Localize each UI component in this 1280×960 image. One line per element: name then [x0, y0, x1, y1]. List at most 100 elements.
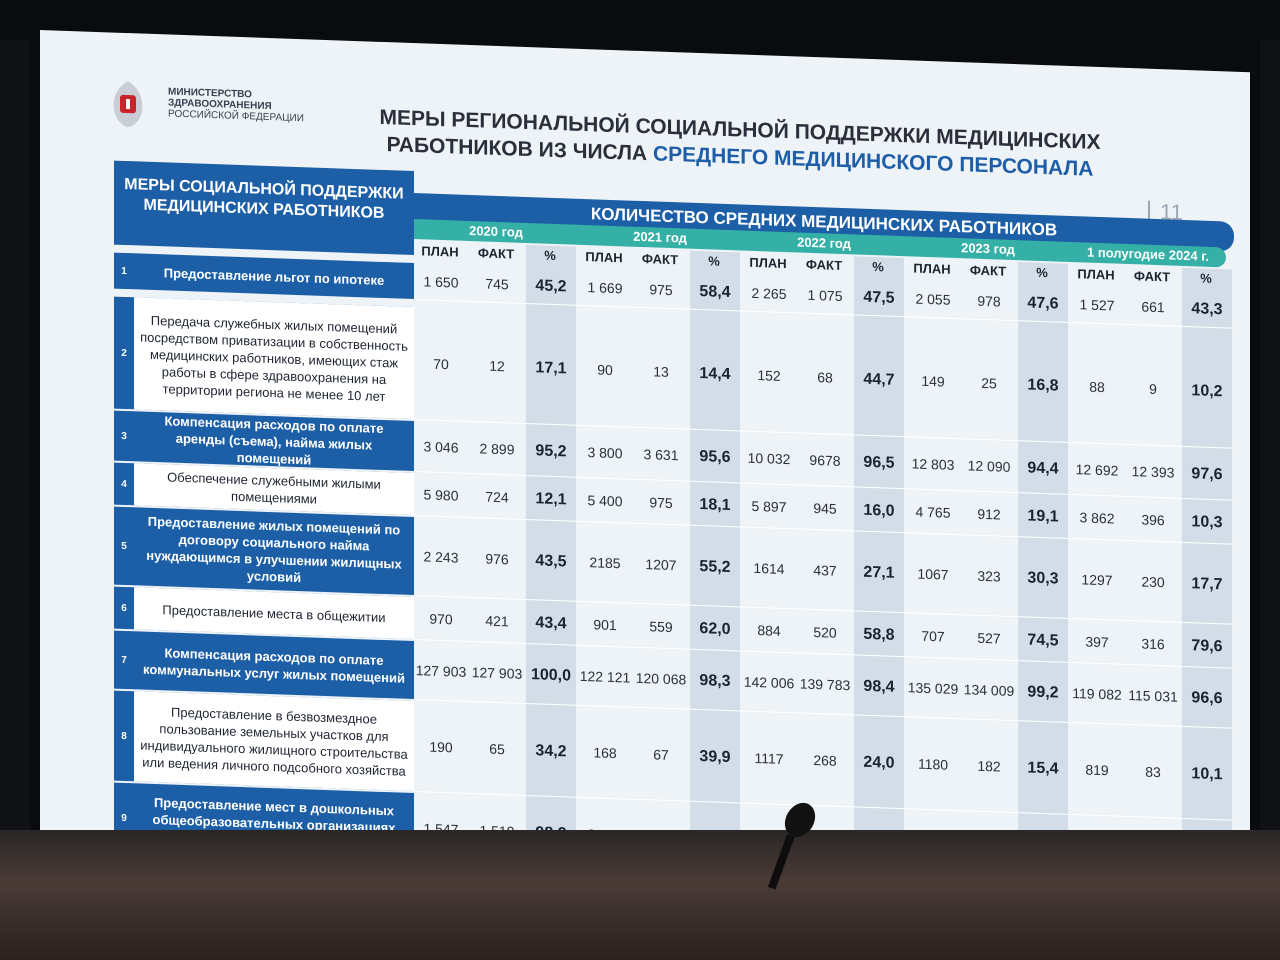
measure-label: Предоставление места в общежитии	[134, 587, 414, 640]
measure-label: Обеспечение служебными жилыми помещениям…	[134, 463, 414, 516]
counts-table: КОЛИЧЕСТВО СРЕДНИХ МЕДИЦИНСКИХ РАБОТНИКО…	[414, 193, 1234, 883]
plan-cell: 1 527	[1079, 296, 1115, 314]
percent-cell: 100,0	[530, 666, 572, 685]
fact-cell: 67	[653, 746, 669, 763]
fact-cell: 1 075	[807, 286, 843, 305]
percent-cell: 95,2	[535, 442, 567, 461]
plan-cell: 90	[597, 361, 613, 379]
percent-cell: 17,1	[535, 359, 567, 378]
fact-cell: 139 783	[799, 675, 851, 694]
fact-cell: 745	[485, 275, 509, 293]
percent-cell: 99,2	[1027, 683, 1059, 702]
column-subheader: %	[872, 259, 884, 275]
percent-cell: 18,1	[699, 496, 731, 515]
ministry-emblem-icon	[113, 81, 143, 128]
fact-cell: 12 090	[967, 457, 1011, 475]
percent-cell: 47,6	[1027, 294, 1059, 313]
column-subheader: ПЛАН	[421, 243, 459, 260]
percent-cell: 98,4	[863, 677, 895, 696]
measure-row: 8 Предоставление в безвозмездное пользова…	[114, 690, 414, 792]
plan-cell: 152	[757, 367, 781, 384]
fact-cell: 323	[977, 567, 1001, 585]
measure-label: Компенсация расходов по оплате коммуналь…	[143, 645, 405, 686]
fact-cell: 975	[649, 281, 673, 299]
percent-cell: 15,4	[1027, 759, 1059, 778]
fact-cell: 1207	[645, 556, 677, 574]
fact-cell: 13	[653, 363, 669, 380]
plan-cell: 1297	[1081, 571, 1113, 589]
measure-row: 5 Предоставление жилых помещений по догов…	[114, 506, 414, 596]
plan-cell: 1614	[753, 559, 785, 578]
ministry-name: МИНИСТЕРСТВО ЗДРАВООХРАНЕНИЯ РОССИЙСКОЙ …	[168, 86, 304, 124]
plan-cell: 2 243	[423, 548, 459, 566]
percent-cell: 94,4	[1027, 459, 1059, 478]
year-header: 1 полугодие 2024 г.	[1070, 241, 1226, 268]
percent-cell: 43,4	[535, 614, 567, 633]
plan-cell: 5 400	[587, 492, 623, 510]
plan-cell: 10 032	[747, 449, 791, 468]
percent-cell: 74,5	[1027, 631, 1059, 650]
plan-cell: 884	[757, 622, 781, 639]
measure-label: Передача служебных жилых помещений посре…	[134, 297, 414, 420]
plan-cell: 707	[921, 627, 945, 645]
microphone-icon	[767, 802, 816, 890]
percent-cell: 10,3	[1191, 513, 1223, 532]
percent-cell: 95,6	[699, 448, 731, 467]
plan-cell: 819	[1085, 761, 1109, 779]
plan-cell: 2 265	[751, 284, 787, 303]
plan-cell: 2 055	[915, 290, 951, 308]
plan-cell: 3 862	[1079, 509, 1115, 527]
fact-cell: 527	[977, 629, 1001, 647]
plan-cell: 3 800	[587, 444, 623, 462]
percent-cell: 24,0	[863, 753, 895, 772]
plan-cell: 12 803	[911, 455, 955, 473]
measure-row: 1 Предоставление льгот по ипотеке	[114, 252, 414, 300]
fact-cell: 12	[489, 357, 505, 375]
percent-cell: 45,2	[535, 277, 567, 296]
slide-title: МЕРЫ РЕГИОНАЛЬНОЙ СОЦИАЛЬНОЙ ПОДДЕРЖКИ М…	[370, 104, 1110, 184]
percent-cell: 16,8	[1027, 376, 1059, 395]
column-subheader: ФАКТ	[1133, 268, 1171, 285]
percent-cell: 44,7	[863, 370, 895, 389]
percent-cell: 98,3	[699, 672, 731, 691]
column-subheader: %	[1200, 270, 1212, 286]
plan-cell: 2185	[589, 554, 621, 572]
measure-label: Предоставление льгот по ипотеке	[163, 264, 385, 288]
fact-cell: 976	[485, 550, 509, 568]
room-floor	[0, 830, 1280, 960]
column-subheader: %	[1036, 264, 1048, 281]
percent-cell: 27,1	[863, 563, 895, 582]
fact-cell: 230	[1141, 573, 1165, 591]
percent-cell: 79,6	[1191, 637, 1223, 656]
percent-cell: 12,1	[535, 490, 567, 509]
plan-cell: 1180	[917, 755, 949, 773]
percent-cell: 43,3	[1191, 300, 1223, 319]
plan-cell: 901	[593, 616, 617, 634]
fact-cell: 115 031	[1128, 687, 1178, 705]
column-subheader: ПЛАН	[585, 249, 623, 266]
percent-cell: 58,8	[863, 625, 895, 644]
measure-label: Предоставление в безвозмездное пользован…	[134, 691, 414, 792]
fact-cell: 421	[485, 612, 509, 630]
fact-cell: 25	[981, 374, 997, 392]
measure-number: 8	[121, 730, 127, 742]
fact-cell: 975	[649, 494, 673, 512]
fact-cell: 520	[813, 624, 837, 641]
percent-cell: 43,5	[535, 552, 567, 571]
column-subheader: ПЛАН	[913, 260, 951, 277]
fact-cell: 396	[1141, 511, 1165, 529]
measure-row: 7 Компенсация расходов по оплате коммунал…	[114, 630, 414, 700]
percent-cell: 55,2	[699, 558, 731, 577]
fact-cell: 945	[813, 500, 837, 517]
percent-cell: 10,2	[1191, 382, 1223, 401]
fact-cell: 120 068	[635, 669, 687, 688]
fact-cell: 182	[977, 757, 1001, 775]
plan-cell: 135 029	[907, 679, 959, 698]
plan-cell: 149	[921, 372, 945, 390]
fact-cell: 978	[977, 292, 1001, 310]
slide: МИНИСТЕРСТВО ЗДРАВООХРАНЕНИЯ РОССИЙСКОЙ …	[40, 30, 1250, 883]
plan-cell: 1 669	[587, 279, 623, 297]
fact-cell: 437	[813, 562, 837, 579]
measure-number: 1	[121, 265, 127, 277]
plan-cell: 190	[429, 738, 453, 756]
